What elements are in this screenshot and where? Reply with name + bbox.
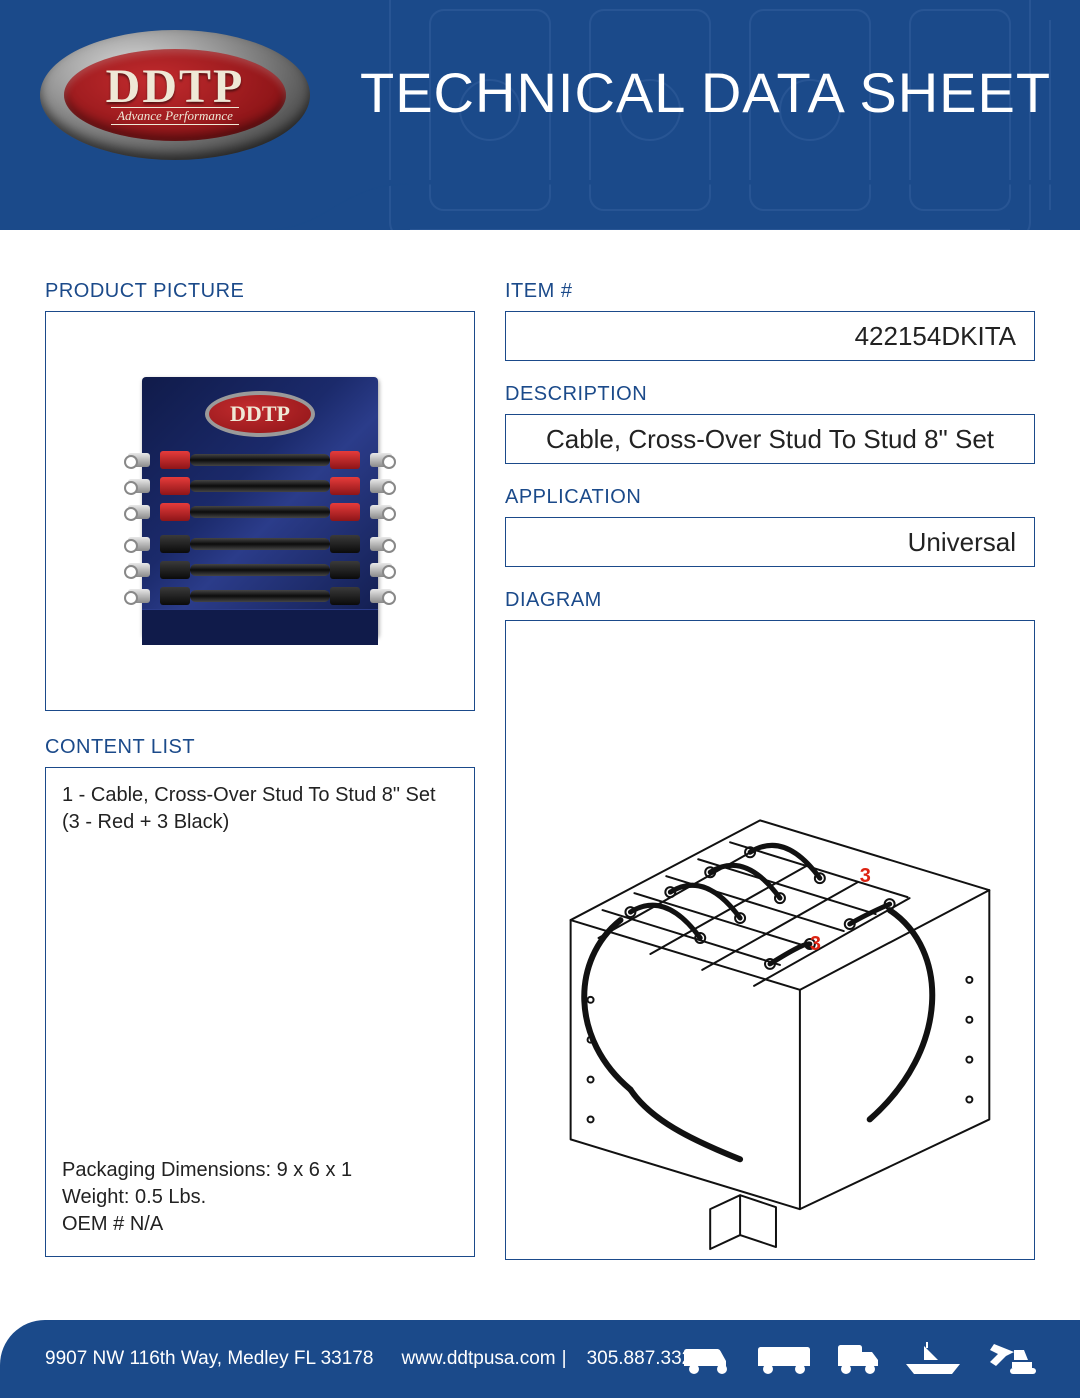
bus-icon: [756, 1342, 812, 1376]
page-footer: 9907 NW 116th Way, Medley FL 33178 www.d…: [0, 1320, 1080, 1398]
product-picture: DDTP: [130, 371, 390, 651]
diagram-callout-2: 3: [810, 933, 821, 955]
diagram-box: 3 3: [505, 620, 1035, 1260]
application-value: Universal: [908, 527, 1016, 558]
footer-website: www.ddtpusa.com: [401, 1348, 555, 1370]
cable: [124, 451, 396, 469]
product-picture-label: PRODUCT PICTURE: [45, 280, 475, 303]
description-label: DESCRIPTION: [505, 383, 1035, 406]
cable: [124, 535, 396, 553]
description-value: Cable, Cross-Over Stud To Stud 8" Set: [546, 424, 994, 455]
packaging-dim-value: 9 x 6 x 1: [277, 1159, 353, 1181]
diagram-svg: 3 3: [506, 621, 1034, 1259]
diagram-callout-1: 3: [860, 865, 871, 887]
item-label: ITEM #: [505, 280, 1035, 303]
product-picture-box: DDTP: [45, 311, 475, 711]
weight-value: 0.5 Lbs.: [135, 1186, 206, 1208]
page-header: DDTP Advance Performance TECHNICAL DATA …: [0, 0, 1080, 230]
brand-logo: DDTP Advance Performance: [40, 30, 310, 160]
application-box: Universal: [505, 517, 1035, 567]
cable: [124, 477, 396, 495]
cable: [124, 503, 396, 521]
footer-address: 9907 NW 116th Way, Medley FL 33178: [45, 1348, 373, 1370]
boat-icon: [904, 1342, 962, 1376]
content-line-2: (3 - Red + 3 Black): [62, 809, 458, 836]
van-icon: [682, 1342, 734, 1376]
oem-label: OEM #: [62, 1213, 124, 1235]
pack-brand: DDTP: [205, 391, 315, 437]
packaging-dim-label: Packaging Dimensions:: [62, 1159, 271, 1181]
content-list-specs: Packaging Dimensions: 9 x 6 x 1 Weight: …: [62, 1157, 352, 1238]
brand-tagline: Advance Performance: [111, 107, 239, 125]
truck-icon: [834, 1342, 882, 1376]
item-value: 422154DKITA: [855, 321, 1016, 352]
content-line-1: 1 - Cable, Cross-Over Stud To Stud 8" Se…: [62, 782, 458, 809]
application-label: APPLICATION: [505, 486, 1035, 509]
footer-separator: |: [562, 1348, 567, 1370]
brand-name: DDTP: [106, 65, 245, 108]
description-box: Cable, Cross-Over Stud To Stud 8" Set: [505, 414, 1035, 464]
content-list-label: CONTENT LIST: [45, 736, 475, 759]
footer-icons: [682, 1320, 1040, 1398]
right-column: ITEM # 422154DKITA DESCRIPTION Cable, Cr…: [505, 280, 1035, 1260]
weight-label: Weight:: [62, 1186, 129, 1208]
cable: [124, 587, 396, 605]
excavator-icon: [984, 1342, 1040, 1376]
oem-value: N/A: [130, 1213, 163, 1235]
diagram-label: DIAGRAM: [505, 589, 1035, 612]
page-title: TECHNICAL DATA SHEET: [360, 60, 1051, 125]
cable: [124, 561, 396, 579]
content-list-box: 1 - Cable, Cross-Over Stud To Stud 8" Se…: [45, 767, 475, 1257]
left-column: PRODUCT PICTURE DDTP CONTENT LIST 1 - Ca…: [45, 280, 475, 1260]
item-box: 422154DKITA: [505, 311, 1035, 361]
content-area: PRODUCT PICTURE DDTP CONTENT LIST 1 - Ca…: [0, 280, 1080, 1260]
header-swoop: [0, 180, 1080, 230]
